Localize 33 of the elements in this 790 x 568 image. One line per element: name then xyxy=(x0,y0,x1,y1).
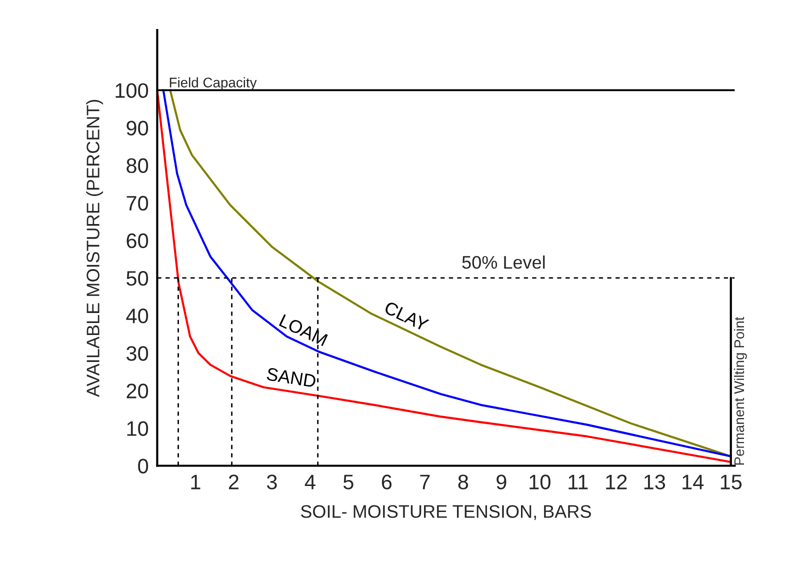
y-tick-label: 60 xyxy=(126,233,148,248)
x-tick-label: 9 xyxy=(496,474,506,490)
x-axis-title: SOIL- MOISTURE TENSION, BARS xyxy=(300,505,591,520)
x-tick-label: 8 xyxy=(458,474,468,490)
x-tick-label: 6 xyxy=(382,474,392,490)
y-tick-label: 100 xyxy=(116,83,148,98)
text: SAND xyxy=(266,367,316,388)
y-tick-label: 80 xyxy=(126,158,148,174)
ref-line-label: Permanent Wilting Point xyxy=(734,316,747,465)
y-tick-label: 20 xyxy=(126,384,148,398)
text: CLAY xyxy=(384,300,430,332)
x-tick-label: 3 xyxy=(266,474,277,490)
x-tick-label: 7 xyxy=(420,474,430,490)
x-tick-label: 14 xyxy=(682,474,704,490)
y-tick-label: 10 xyxy=(127,421,148,436)
y-tick-label: 70 xyxy=(126,196,148,211)
x-tick-label: 5 xyxy=(343,474,354,490)
y-axis-title: AVAILABLE MOISTURE (PERCENT) xyxy=(86,100,103,398)
ref-line-label: 50% Level xyxy=(462,256,545,269)
x-tick-label: 2 xyxy=(228,474,238,490)
x-tick-label: 15 xyxy=(720,474,742,490)
y-tick-label: 90 xyxy=(126,120,148,136)
x-tick-label: 4 xyxy=(304,474,316,490)
x-tick-label: 10 xyxy=(530,474,550,490)
x-tick-label: 1 xyxy=(191,474,200,490)
y-tick-label: 50 xyxy=(126,270,148,286)
y-tick-label: 30 xyxy=(126,346,148,361)
y-tick-label: 40 xyxy=(126,308,148,324)
y-tick-label: 0 xyxy=(138,458,148,474)
x-tick-label: 11 xyxy=(568,474,588,490)
x-tick-label: 13 xyxy=(644,474,666,490)
x-tick-label: 12 xyxy=(606,474,627,490)
ref-line-label: Field Capacity xyxy=(170,77,257,90)
